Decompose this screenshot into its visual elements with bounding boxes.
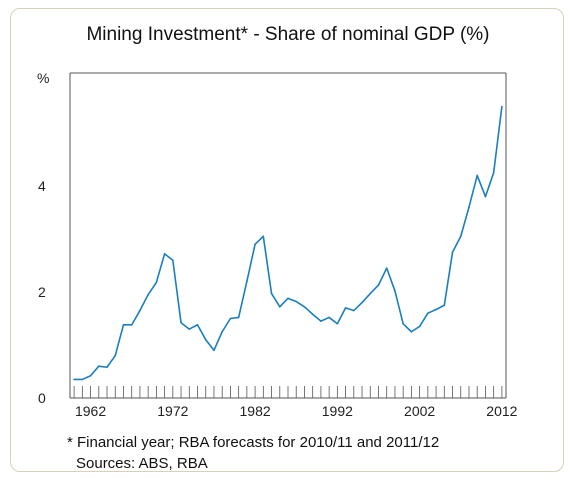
data-point [163, 253, 166, 255]
y-axis-unit-label: % [37, 70, 49, 86]
data-point [262, 235, 265, 238]
data-point [435, 308, 437, 311]
y-tick-label: 0 [38, 390, 46, 406]
data-point [369, 292, 372, 295]
x-axis-ticks [73, 386, 503, 398]
x-tick-label: 1982 [240, 403, 271, 419]
data-point [385, 267, 388, 269]
y-tick-label: 2 [38, 284, 46, 300]
data-point [221, 330, 223, 333]
data-point [311, 313, 314, 316]
x-tick-label: 2002 [404, 403, 435, 419]
data-point [73, 378, 75, 381]
x-tick-label: 2012 [486, 403, 517, 419]
data-point [196, 324, 199, 326]
data-point [139, 309, 141, 312]
x-tick-labels: 1962 1972 1982 1992 2002 2012 [75, 403, 518, 419]
data-point [328, 316, 330, 319]
data-point [501, 105, 503, 108]
data-point [147, 293, 149, 296]
data-point [394, 290, 396, 292]
data-point [468, 206, 470, 208]
data-point [180, 321, 182, 324]
data-point [320, 320, 322, 322]
data-point [303, 306, 306, 308]
data-point [443, 304, 446, 307]
data-point [237, 316, 240, 319]
data-point [246, 280, 248, 283]
y-tick-label: 4 [38, 178, 46, 194]
data-point [484, 195, 487, 198]
data-point [81, 378, 84, 381]
data-point [418, 325, 421, 328]
x-tick-label: 1962 [75, 403, 106, 419]
data-point [155, 281, 158, 284]
data-point [492, 171, 495, 174]
data-point [270, 292, 273, 295]
data-point [451, 251, 454, 254]
data-point [361, 301, 363, 304]
data-point [229, 317, 232, 320]
data-point [336, 323, 339, 325]
x-tick-label: 1972 [157, 403, 188, 419]
chart-title: Mining Investment* - Share of nominal GD… [86, 24, 490, 45]
data-point [476, 174, 479, 177]
data-point [188, 328, 191, 330]
data-point [213, 349, 215, 352]
data-point [427, 312, 429, 315]
data-point [344, 307, 347, 309]
data-point [97, 365, 100, 368]
chart-card [10, 8, 564, 472]
data-point [122, 324, 125, 326]
data-point [254, 243, 256, 246]
data-point [410, 330, 413, 333]
data-point [204, 338, 207, 341]
data-point [106, 366, 108, 369]
data-point [295, 300, 298, 303]
data-point [278, 306, 281, 308]
footnote: * Financial year; RBA forecasts for 2010… [67, 434, 440, 451]
data-point [402, 323, 404, 325]
data-point [287, 297, 289, 300]
data-point [89, 374, 92, 377]
sources-note: Sources: ABS, RBA [76, 455, 208, 472]
data-point [353, 309, 355, 312]
data-point [130, 324, 133, 326]
data-points [73, 105, 503, 381]
data-point [172, 259, 174, 262]
x-tick-label: 1992 [322, 403, 353, 419]
data-point [377, 284, 380, 286]
data-point [114, 354, 117, 357]
data-point [459, 235, 462, 238]
series-line [74, 106, 503, 381]
y-tick-labels: 0 2 4 [38, 178, 46, 406]
